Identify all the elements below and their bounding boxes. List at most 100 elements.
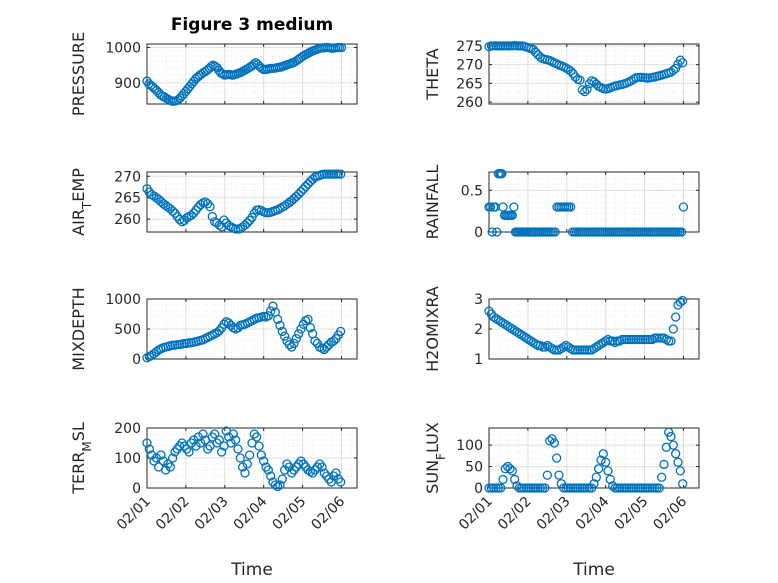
data-point <box>542 470 552 480</box>
data-point <box>528 44 538 55</box>
data-point <box>147 450 157 460</box>
y-tick-label: 0 <box>132 352 141 368</box>
data-point <box>151 347 161 357</box>
data-point <box>203 199 213 209</box>
data-point <box>245 450 255 460</box>
data-point <box>294 189 304 199</box>
data-point <box>566 343 576 354</box>
y-tick-label: 100 <box>456 438 483 454</box>
data-point <box>598 337 608 348</box>
data-point <box>487 227 497 237</box>
y-tick-label: 50 <box>465 460 483 476</box>
data-point <box>207 211 217 222</box>
data-point <box>291 191 301 202</box>
data-point <box>575 75 585 85</box>
data-point <box>259 456 269 466</box>
data-point <box>500 319 510 330</box>
data-point <box>554 345 564 355</box>
data-point <box>489 312 499 322</box>
data-point <box>678 58 688 68</box>
data-point <box>205 202 215 212</box>
data-point <box>517 330 527 340</box>
axes-box <box>146 171 358 233</box>
data-point <box>657 472 667 482</box>
data-point <box>144 444 154 454</box>
data-point <box>242 459 252 469</box>
data-point <box>554 470 564 480</box>
y-axis-label: THETA <box>423 48 442 100</box>
data-point <box>647 334 657 345</box>
y-axis-label: H2OMIXRA <box>423 286 442 372</box>
data-point <box>273 314 283 325</box>
data-point <box>594 464 604 474</box>
axes-box <box>146 43 358 105</box>
data-point <box>165 462 175 472</box>
data-point <box>219 215 229 225</box>
data-point <box>322 471 332 481</box>
figure-title: Figure 3 medium <box>171 15 333 35</box>
data-point <box>591 472 601 482</box>
data-point <box>277 474 287 484</box>
data-point <box>668 324 678 334</box>
y-axis-label: TERRMSL <box>69 422 94 495</box>
data-point <box>270 480 280 490</box>
data-point <box>275 480 285 490</box>
data-point <box>498 318 508 328</box>
data-point <box>303 314 313 325</box>
data-point <box>566 66 576 76</box>
data-point <box>186 210 196 220</box>
x-axis-label-left: Time <box>230 560 273 580</box>
data-point <box>336 169 346 179</box>
data-point <box>507 466 517 476</box>
data-point <box>582 84 592 95</box>
data-point <box>545 436 555 446</box>
data-point <box>552 453 562 463</box>
data-point <box>603 466 613 476</box>
data-point <box>245 215 255 226</box>
data-point <box>678 479 688 489</box>
data-point <box>577 85 587 95</box>
y-tick-label: 270 <box>114 169 141 185</box>
data-point <box>671 312 681 322</box>
y-axis-label: PRESSURE <box>69 32 88 116</box>
data-point <box>496 483 506 493</box>
data-point <box>524 334 534 345</box>
panel-h2omixra: 1 2 3 H2OMIXRA <box>423 286 700 372</box>
data-point <box>319 468 329 478</box>
y-axis-label: SUNFLUX <box>423 422 448 494</box>
data-point <box>226 438 236 448</box>
data-point <box>291 333 301 344</box>
data-point <box>275 320 285 331</box>
axes-box <box>488 43 700 105</box>
panel-mixdepth: 0 500 1000 MIXDEPTH <box>69 287 358 371</box>
data-point <box>298 459 308 469</box>
data-point <box>549 438 559 448</box>
data-point <box>485 202 496 212</box>
data-point <box>206 61 216 72</box>
data-point <box>601 457 611 467</box>
data-point <box>519 331 529 342</box>
data-point <box>305 323 315 333</box>
data-point <box>678 202 689 212</box>
data-point <box>659 459 669 470</box>
data-point <box>491 313 501 324</box>
y-tick-label: 900 <box>114 76 141 92</box>
y-tick-label: 1000 <box>105 292 141 308</box>
data-point <box>266 306 276 316</box>
data-point <box>214 326 224 336</box>
data-point <box>268 301 278 311</box>
data-point <box>673 457 683 467</box>
data-point <box>238 462 248 472</box>
data-point <box>289 465 299 475</box>
data-point <box>509 202 519 212</box>
data-point <box>177 438 187 448</box>
data-point <box>296 324 306 334</box>
data-point <box>184 447 194 457</box>
data-point <box>322 342 332 352</box>
data-point <box>303 465 313 475</box>
data-point <box>212 327 222 338</box>
data-point <box>596 455 606 465</box>
data-point <box>161 465 171 475</box>
data-point <box>235 453 245 463</box>
